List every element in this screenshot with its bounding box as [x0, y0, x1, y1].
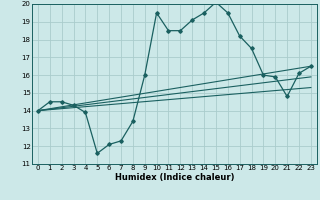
X-axis label: Humidex (Indice chaleur): Humidex (Indice chaleur) — [115, 173, 234, 182]
